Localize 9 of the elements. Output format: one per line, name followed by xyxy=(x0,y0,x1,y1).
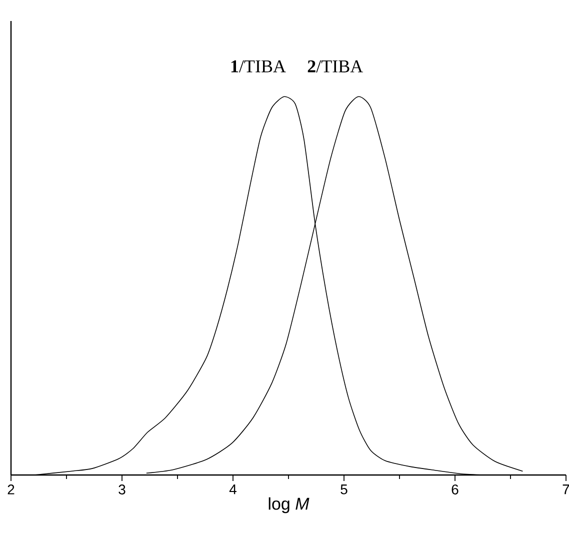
x-tick-label: 6 xyxy=(452,484,458,494)
x-tick-label: 7 xyxy=(562,484,569,494)
text: 1/TIBA xyxy=(231,60,286,72)
x-axis-title: log M xyxy=(268,497,310,514)
x-tick-label: 3 xyxy=(118,484,126,494)
x-tick-label: 5 xyxy=(340,484,348,494)
text: 2/TIBA xyxy=(308,60,363,72)
x-tick-label: 2 xyxy=(8,484,14,494)
x-tick-label: 4 xyxy=(229,484,236,494)
